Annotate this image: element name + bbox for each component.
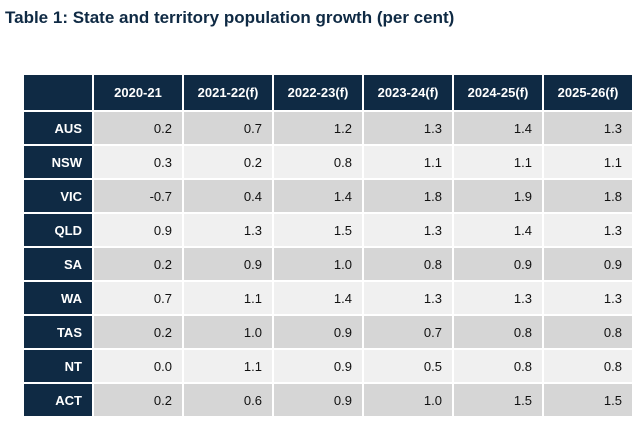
- table-cell: 0.4: [184, 180, 272, 212]
- table-cell: 1.1: [544, 146, 632, 178]
- table-cell: 1.8: [364, 180, 452, 212]
- column-header: 2023-24(f): [364, 75, 452, 110]
- column-header: 2022-23(f): [274, 75, 362, 110]
- row-label: AUS: [24, 112, 92, 144]
- table-cell: 1.3: [364, 214, 452, 246]
- table-cell: 0.5: [364, 350, 452, 382]
- column-header: 2025-26(f): [544, 75, 632, 110]
- table-cell: 0.8: [364, 248, 452, 280]
- table-cell: 1.8: [544, 180, 632, 212]
- table-cell: 1.3: [364, 112, 452, 144]
- table-cell: 1.3: [364, 282, 452, 314]
- row-label: NSW: [24, 146, 92, 178]
- table-row: ACT 0.2 0.6 0.9 1.0 1.5 1.5: [24, 384, 632, 416]
- table-row: TAS 0.2 1.0 0.9 0.7 0.8 0.8: [24, 316, 632, 348]
- table-cell: 0.7: [184, 112, 272, 144]
- table-row: VIC -0.7 0.4 1.4 1.8 1.9 1.8: [24, 180, 632, 212]
- header-corner-cell: [24, 75, 92, 110]
- table-cell: 0.7: [94, 282, 182, 314]
- column-header: 2020-21: [94, 75, 182, 110]
- table-cell: 0.6: [184, 384, 272, 416]
- table-cell: 1.9: [454, 180, 542, 212]
- table-cell: 0.2: [94, 316, 182, 348]
- table-cell: 1.5: [454, 384, 542, 416]
- table-cell: 0.2: [94, 248, 182, 280]
- table-cell: 0.8: [544, 350, 632, 382]
- row-label: QLD: [24, 214, 92, 246]
- table-row: AUS 0.2 0.7 1.2 1.3 1.4 1.3: [24, 112, 632, 144]
- table-cell: 0.8: [274, 146, 362, 178]
- table-cell: 0.9: [274, 316, 362, 348]
- table-row: QLD 0.9 1.3 1.5 1.3 1.4 1.3: [24, 214, 632, 246]
- row-label: VIC: [24, 180, 92, 212]
- table-cell: 1.5: [544, 384, 632, 416]
- table-cell: -0.7: [94, 180, 182, 212]
- table-cell: 1.2: [274, 112, 362, 144]
- header-row: 2020-21 2021-22(f) 2022-23(f) 2023-24(f)…: [24, 75, 632, 110]
- table-cell: 1.4: [274, 282, 362, 314]
- table-cell: 1.4: [274, 180, 362, 212]
- table-cell: 1.1: [454, 146, 542, 178]
- table-cell: 0.3: [94, 146, 182, 178]
- table-cell: 0.8: [544, 316, 632, 348]
- table-row: NT 0.0 1.1 0.9 0.5 0.8 0.8: [24, 350, 632, 382]
- table-cell: 0.7: [364, 316, 452, 348]
- table-row: WA 0.7 1.1 1.4 1.3 1.3 1.3: [24, 282, 632, 314]
- table-cell: 1.4: [454, 214, 542, 246]
- table-cell: 0.8: [454, 316, 542, 348]
- table-cell: 1.3: [544, 214, 632, 246]
- row-label: ACT: [24, 384, 92, 416]
- table-cell: 0.2: [184, 146, 272, 178]
- table-cell: 1.1: [184, 282, 272, 314]
- table-cell: 1.3: [544, 282, 632, 314]
- table-cell: 0.2: [94, 384, 182, 416]
- row-label: NT: [24, 350, 92, 382]
- table-cell: 1.3: [544, 112, 632, 144]
- column-header: 2024-25(f): [454, 75, 542, 110]
- table-cell: 0.9: [544, 248, 632, 280]
- table-cell: 0.9: [454, 248, 542, 280]
- table-cell: 1.3: [454, 282, 542, 314]
- table-cell: 1.0: [274, 248, 362, 280]
- table-cell: 1.0: [364, 384, 452, 416]
- table-cell: 1.5: [274, 214, 362, 246]
- table-cell: 1.0: [184, 316, 272, 348]
- table-cell: 0.9: [274, 384, 362, 416]
- table-cell: 0.9: [94, 214, 182, 246]
- table-cell: 0.9: [274, 350, 362, 382]
- row-label: WA: [24, 282, 92, 314]
- table-row: SA 0.2 0.9 1.0 0.8 0.9 0.9: [24, 248, 632, 280]
- table-cell: 0.9: [184, 248, 272, 280]
- row-label: SA: [24, 248, 92, 280]
- column-header: 2021-22(f): [184, 75, 272, 110]
- table-cell: 0.8: [454, 350, 542, 382]
- row-label: TAS: [24, 316, 92, 348]
- table-cell: 0.0: [94, 350, 182, 382]
- table-cell: 1.1: [364, 146, 452, 178]
- table-cell: 1.3: [184, 214, 272, 246]
- table-cell: 1.1: [184, 350, 272, 382]
- population-growth-table: 2020-21 2021-22(f) 2022-23(f) 2023-24(f)…: [22, 73, 634, 418]
- table-cell: 1.4: [454, 112, 542, 144]
- table-row: NSW 0.3 0.2 0.8 1.1 1.1 1.1: [24, 146, 632, 178]
- table-cell: 0.2: [94, 112, 182, 144]
- table-title: Table 1: State and territory population …: [5, 8, 455, 27]
